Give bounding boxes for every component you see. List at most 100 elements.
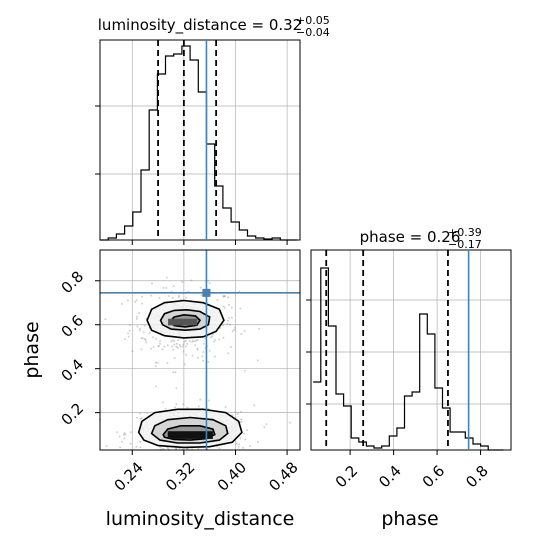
- density-point: [120, 302, 123, 305]
- density-point: [214, 355, 216, 358]
- density-ytick-label-2: 0.6: [58, 311, 88, 341]
- density-point: [135, 445, 138, 448]
- density-point: [201, 355, 204, 358]
- density-point: [127, 335, 130, 338]
- density-point: [235, 443, 238, 445]
- density-point: [193, 340, 196, 343]
- density-point: [173, 357, 176, 359]
- density-point: [233, 328, 235, 331]
- x-axis-label-luminosity-distance: luminosity_distance: [106, 508, 295, 530]
- density-point: [186, 342, 189, 345]
- density-point: [239, 437, 242, 440]
- density-point: [242, 446, 245, 449]
- phase-title: phase = 0.26: [360, 228, 461, 246]
- density-point: [159, 446, 162, 449]
- density-point: [188, 340, 191, 343]
- density-point: [218, 338, 221, 341]
- density-point: [135, 299, 138, 302]
- density-point: [155, 385, 157, 388]
- density-point: [223, 295, 226, 297]
- density-point: [177, 294, 180, 297]
- density-point: [243, 432, 246, 435]
- density-point: [177, 296, 180, 298]
- density-point: [148, 332, 151, 335]
- density-point: [139, 440, 142, 443]
- density-point: [158, 342, 161, 345]
- density-point: [171, 296, 174, 299]
- luminosity-distance-title-upper: +0.05: [296, 14, 330, 27]
- density-point: [172, 371, 175, 374]
- density-point: [170, 340, 173, 343]
- phase-title-lower: −0.17: [448, 238, 482, 251]
- density-point: [182, 350, 185, 353]
- density-point: [208, 349, 211, 352]
- density-point: [123, 432, 126, 434]
- density-point: [136, 416, 138, 419]
- density-point: [243, 369, 246, 372]
- density-point: [191, 340, 194, 343]
- density-point: [166, 362, 169, 364]
- density-point: [161, 348, 164, 351]
- density-point: [211, 335, 214, 338]
- density-point: [173, 343, 176, 346]
- density-point: [146, 412, 148, 414]
- density-point: [128, 329, 131, 332]
- density-point: [240, 418, 243, 421]
- density-point: [208, 399, 211, 402]
- density-point: [195, 339, 198, 342]
- density-point: [227, 319, 229, 322]
- density-point: [199, 286, 202, 289]
- density-point: [208, 282, 211, 285]
- density-point: [199, 398, 202, 401]
- density-point: [181, 280, 184, 283]
- density-point: [123, 437, 126, 440]
- density-point: [152, 336, 154, 339]
- density-point: [258, 327, 261, 330]
- phase-hist-step-line: [313, 267, 504, 451]
- density-point: [197, 356, 199, 359]
- density-point: [175, 387, 178, 390]
- density-point: [152, 346, 155, 349]
- lumdist-hist-frame: [99, 39, 301, 241]
- density-point: [256, 441, 259, 444]
- density-point: [174, 371, 177, 374]
- density-point: [143, 324, 146, 327]
- density-point: [222, 295, 225, 297]
- density-point: [127, 299, 129, 302]
- density-point: [135, 315, 138, 318]
- density-point: [145, 341, 148, 344]
- density-point: [197, 405, 200, 408]
- density-point: [162, 286, 165, 289]
- density-point: [227, 352, 230, 355]
- density-point: [131, 350, 134, 353]
- density-point: [118, 435, 121, 438]
- density-point: [196, 348, 199, 351]
- density-point: [229, 323, 232, 326]
- density-point: [202, 359, 205, 362]
- density-ytick-label-1: 0.4: [58, 355, 88, 385]
- density-point: [140, 337, 143, 340]
- density-point: [207, 279, 210, 282]
- density-point: [246, 429, 249, 432]
- density-point: [150, 294, 153, 297]
- density-2d-panel: 0.24 0.32 0.40 0.48 0.2 0.4 0.6 0.8: [58, 249, 302, 495]
- density-point: [223, 295, 226, 298]
- density-point: [182, 403, 185, 406]
- density-point: [171, 345, 174, 348]
- density-point: [122, 433, 125, 436]
- density-point: [183, 363, 186, 366]
- density-point: [184, 340, 187, 342]
- density-point: [129, 324, 131, 326]
- density-point: [140, 348, 143, 351]
- density-point: [164, 407, 167, 410]
- density-point: [151, 282, 153, 285]
- density-point: [222, 336, 225, 339]
- density-point: [162, 401, 165, 404]
- density-point: [155, 337, 158, 340]
- density-point: [238, 443, 241, 446]
- density-point: [181, 345, 184, 348]
- luminosity-distance-title: luminosity_distance = 0.32: [98, 16, 302, 35]
- density-point: [265, 423, 268, 426]
- density-point: [116, 431, 119, 434]
- density-point: [167, 295, 170, 297]
